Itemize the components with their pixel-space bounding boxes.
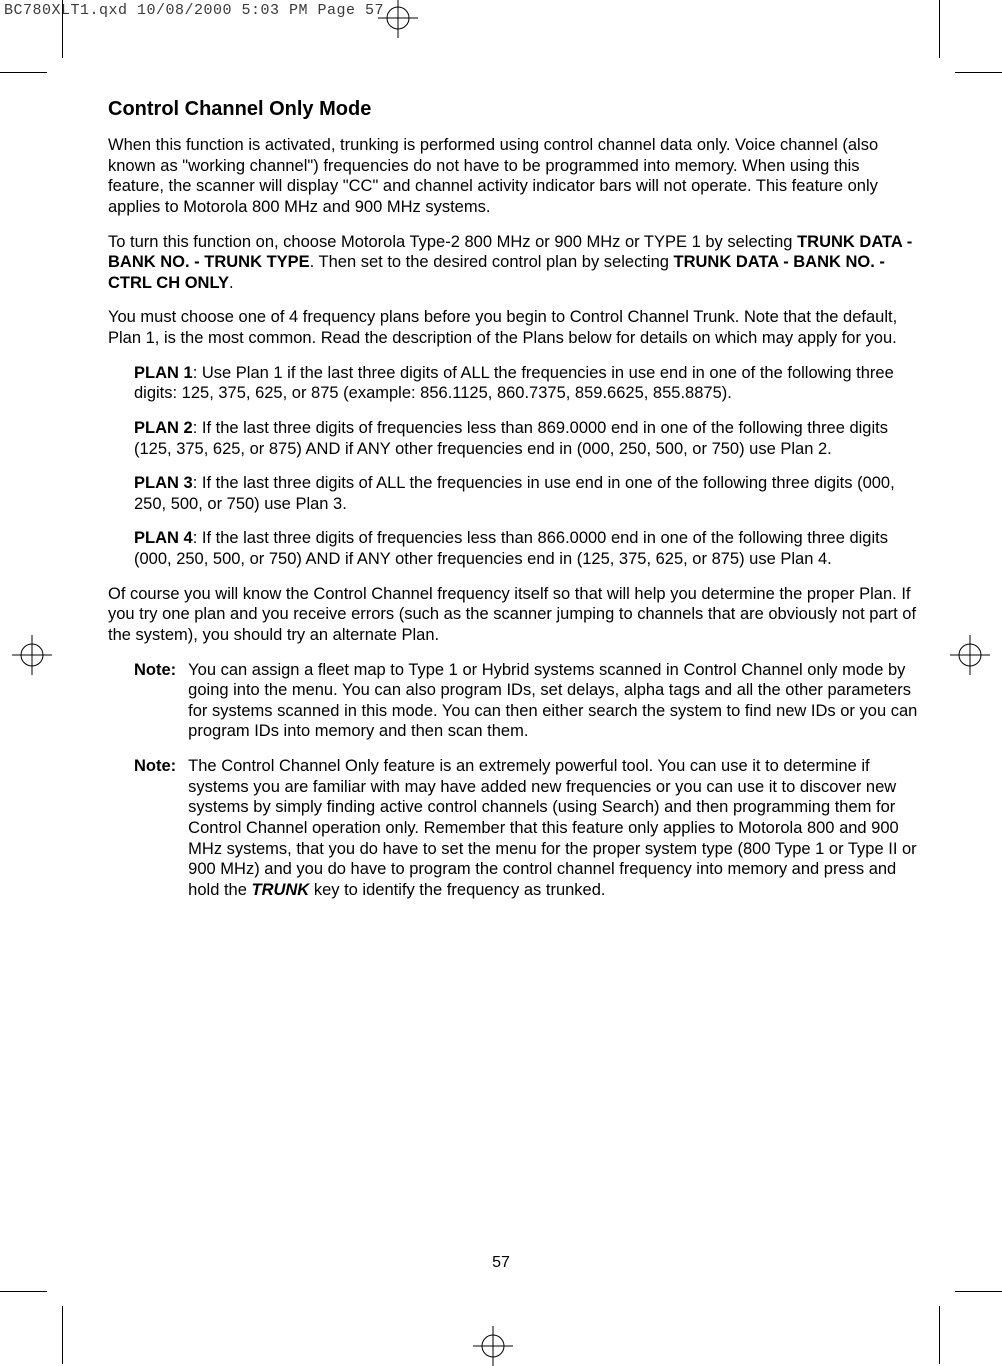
registration-mark-icon [378,0,418,38]
plan-2: PLAN 2: If the last three digits of freq… [134,418,918,459]
note-body: You can assign a fleet map to Type 1 or … [188,660,918,743]
text-run: key to identify the frequency as trunked… [309,881,605,899]
plan-text: : If the last three digits of ALL the fr… [134,474,895,513]
text-run: To turn this function on, choose Motorol… [108,233,797,251]
paragraph-intro: When this function is activated, trunkin… [108,135,918,218]
plan-label: PLAN 4 [134,529,193,547]
note-2: Note: The Control Channel Only feature i… [134,756,918,900]
registration-mark-icon [473,1326,513,1366]
page-number: 57 [0,1254,1002,1272]
note-label: Note: [134,756,188,900]
plan-4: PLAN 4: If the last three digits of freq… [134,528,918,569]
registration-mark-icon [950,635,990,675]
plan-text: : If the last three digits of frequencie… [134,419,888,458]
plan-3: PLAN 3: If the last three digits of ALL … [134,473,918,514]
crop-mark [955,1291,1002,1292]
crop-mark [0,72,47,73]
plan-label: PLAN 3 [134,474,193,492]
note-body: The Control Channel Only feature is an e… [188,756,918,900]
plan-text: : Use Plan 1 if the last three digits of… [134,364,894,403]
text-run: . [229,274,234,292]
plan-1: PLAN 1: Use Plan 1 if the last three dig… [134,363,918,404]
plan-label: PLAN 1 [134,364,193,382]
crop-mark [955,72,1002,73]
key-name: TRUNK [251,881,309,899]
crop-mark [939,0,940,58]
paragraph-instructions: To turn this function on, choose Motorol… [108,232,918,294]
plan-text: : If the last three digits of frequencie… [134,529,888,568]
text-run: The Control Channel Only feature is an e… [188,757,917,899]
document-content: Control Channel Only Mode When this func… [108,98,918,914]
note-colon: : [171,661,177,679]
note-1: Note: You can assign a fleet map to Type… [134,660,918,743]
crop-mark [62,0,63,58]
note-label: Note: [134,660,188,743]
plan-label: PLAN 2 [134,419,193,437]
paragraph-closing: Of course you will know the Control Chan… [108,584,918,646]
section-title: Control Channel Only Mode [108,98,918,121]
file-meta-header: BC780XLT1.qxd 10/08/2000 5:03 PM Page 57 [4,2,384,19]
paragraph-plans-intro: You must choose one of 4 frequency plans… [108,307,918,348]
text-run: . Then set to the desired control plan b… [310,253,674,271]
note-label-text: Note [134,661,171,679]
crop-mark [0,1291,47,1292]
crop-mark [62,1306,63,1364]
crop-mark [939,1306,940,1364]
registration-mark-icon [12,635,52,675]
